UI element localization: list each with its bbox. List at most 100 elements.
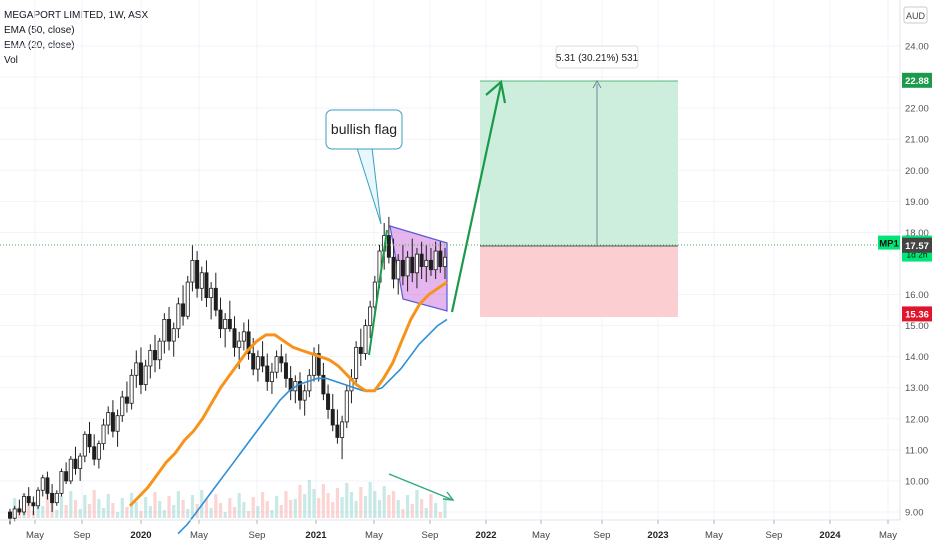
candle-body — [228, 319, 231, 328]
candle-body — [97, 444, 100, 460]
price-tick-label: 15.00 — [905, 321, 929, 332]
bullish-flag-callout[interactable]: bullish flag — [326, 110, 402, 224]
symbol-tag-text: MP1 — [879, 239, 899, 250]
volume-bar — [261, 492, 264, 518]
time-tick-label: May — [532, 530, 550, 541]
volume-bar — [256, 506, 259, 518]
candle-body — [111, 413, 114, 432]
candle-body — [107, 413, 110, 425]
position-label: 5.31 (30.21%) 531 — [556, 46, 639, 68]
time-tick-label: May — [365, 530, 383, 541]
time-tick-label: May — [879, 530, 897, 541]
volume-bar — [167, 496, 170, 518]
volume-bar — [415, 490, 418, 518]
volume-bar — [163, 510, 166, 518]
time-tick-label: Sep — [594, 530, 611, 541]
candle-body — [41, 478, 44, 490]
price-tick-label: 9.00 — [905, 508, 924, 519]
pole-arrow — [369, 230, 387, 355]
time-axis[interactable]: MaySep2020MaySep2021MaySep2022MaySep2023… — [0, 520, 900, 541]
volume-bar — [355, 501, 358, 518]
callout-pointer — [357, 148, 381, 224]
candle-body — [83, 434, 86, 456]
candle-body — [270, 372, 273, 381]
volume-bar — [331, 502, 334, 518]
volume-bar — [317, 498, 320, 518]
candle-body — [425, 260, 428, 266]
volume-bar — [303, 494, 306, 518]
price-tag-text: 22.88 — [905, 76, 929, 87]
volume-bar — [397, 500, 400, 518]
volume-bar — [158, 501, 161, 518]
candle-body — [312, 354, 315, 376]
time-tick-label: May — [26, 530, 44, 541]
position-label-text: 5.31 (30.21%) 531 — [556, 53, 639, 64]
volume-bar — [65, 505, 68, 518]
position-zones — [480, 81, 678, 317]
candle-body — [60, 472, 63, 494]
price-tick-label: 13.00 — [905, 383, 929, 394]
candle-body — [191, 260, 194, 282]
volume-bar — [429, 494, 432, 518]
volume-bar — [350, 492, 353, 518]
volume-bar — [387, 495, 390, 518]
candle-body — [177, 304, 180, 329]
loss-zone[interactable] — [480, 246, 678, 317]
candle-body — [18, 509, 21, 512]
candle-body — [167, 319, 170, 341]
volume-bar — [298, 485, 301, 518]
volume-bar — [242, 502, 245, 518]
volume-bar — [228, 498, 231, 518]
time-tick-label: Sep — [766, 530, 783, 541]
candle-body — [32, 503, 35, 506]
candle-body — [69, 459, 72, 481]
candle-body — [88, 434, 91, 446]
candle-body — [415, 254, 418, 273]
candle-body — [266, 366, 269, 382]
candle-body — [214, 288, 217, 310]
candle-body — [181, 304, 184, 316]
volume-bar — [373, 491, 376, 518]
price-tag-text: 17.57 — [905, 241, 929, 252]
candle-body — [36, 490, 39, 506]
chart-grid — [0, 0, 900, 520]
candle-body — [303, 391, 306, 400]
volume-bar — [401, 509, 404, 518]
volume-bar — [425, 508, 428, 518]
volume-trend-arrow — [389, 474, 453, 500]
candle-body — [79, 456, 82, 468]
candle-body — [345, 391, 348, 422]
candle-body — [326, 394, 329, 410]
volume-bar — [294, 499, 297, 518]
volume-bar — [378, 500, 381, 518]
volume-bar — [121, 498, 124, 518]
candle-body — [252, 354, 255, 370]
candle-body — [359, 347, 362, 353]
candle-body — [153, 350, 156, 359]
candle-body — [172, 329, 175, 341]
profit-zone[interactable] — [480, 81, 678, 246]
volume-bar — [345, 483, 348, 518]
volume-bar — [107, 494, 110, 518]
volume-bar — [238, 493, 241, 518]
candle-body — [55, 493, 58, 502]
candle-body — [195, 260, 198, 288]
volume-bar — [359, 487, 362, 518]
candle-body — [65, 472, 68, 481]
currency-label: AUD — [906, 11, 926, 21]
volume-bar — [79, 509, 82, 518]
volume-bar — [210, 508, 213, 518]
candle-body — [219, 310, 222, 329]
volume-bar — [308, 480, 311, 518]
volume-bar — [369, 482, 372, 518]
candle-body — [74, 459, 77, 468]
volume-bar — [284, 491, 287, 518]
time-tick-label: Sep — [74, 530, 91, 541]
candle-body — [331, 409, 334, 425]
candle-body — [200, 273, 203, 289]
volume-bar — [434, 503, 437, 518]
volume-bar — [55, 510, 58, 518]
candle-body — [256, 357, 259, 369]
price-tick-label: 14.00 — [905, 352, 929, 363]
